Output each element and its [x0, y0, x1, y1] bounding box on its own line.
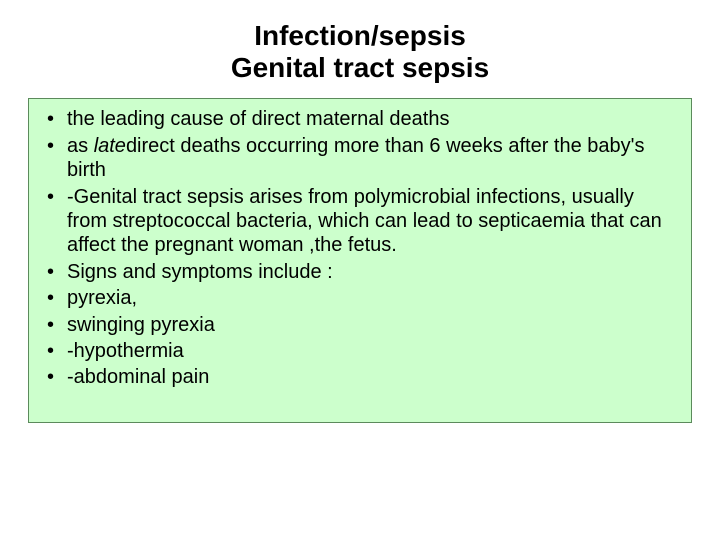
bullet-text: -hypothermia: [67, 340, 184, 362]
bullet-text: Signs and symptoms include :: [67, 261, 333, 283]
list-item: Signs and symptoms include :: [41, 260, 679, 284]
list-item: -abdominal pain: [41, 365, 679, 389]
bullet-text: -Genital tract sepsis arises from polymi…: [67, 186, 662, 257]
slide: Infection/sepsis Genital tract sepsis th…: [0, 0, 720, 540]
bullet-italic: late: [94, 135, 126, 157]
title-line-1: Infection/sepsis: [28, 20, 692, 52]
content-box: the leading cause of direct maternal dea…: [28, 98, 692, 422]
bullet-text: the leading cause of direct maternal dea…: [67, 108, 449, 130]
list-item: pyrexia,: [41, 286, 679, 310]
list-item: the leading cause of direct maternal dea…: [41, 107, 679, 131]
slide-title: Infection/sepsis Genital tract sepsis: [28, 20, 692, 84]
bullet-text: as: [67, 135, 94, 157]
bullet-text: pyrexia,: [67, 287, 137, 309]
list-item: -hypothermia: [41, 339, 679, 363]
bullet-text: -abdominal pain: [67, 366, 209, 388]
bullet-text: direct deaths occurring more than 6 week…: [67, 135, 644, 181]
list-item: as latedirect deaths occurring more than…: [41, 134, 679, 183]
list-item: -Genital tract sepsis arises from polymi…: [41, 185, 679, 258]
title-line-2: Genital tract sepsis: [28, 52, 692, 84]
bullet-text: swinging pyrexia: [67, 314, 215, 336]
list-item: swinging pyrexia: [41, 313, 679, 337]
bullet-list: the leading cause of direct maternal dea…: [41, 107, 679, 389]
